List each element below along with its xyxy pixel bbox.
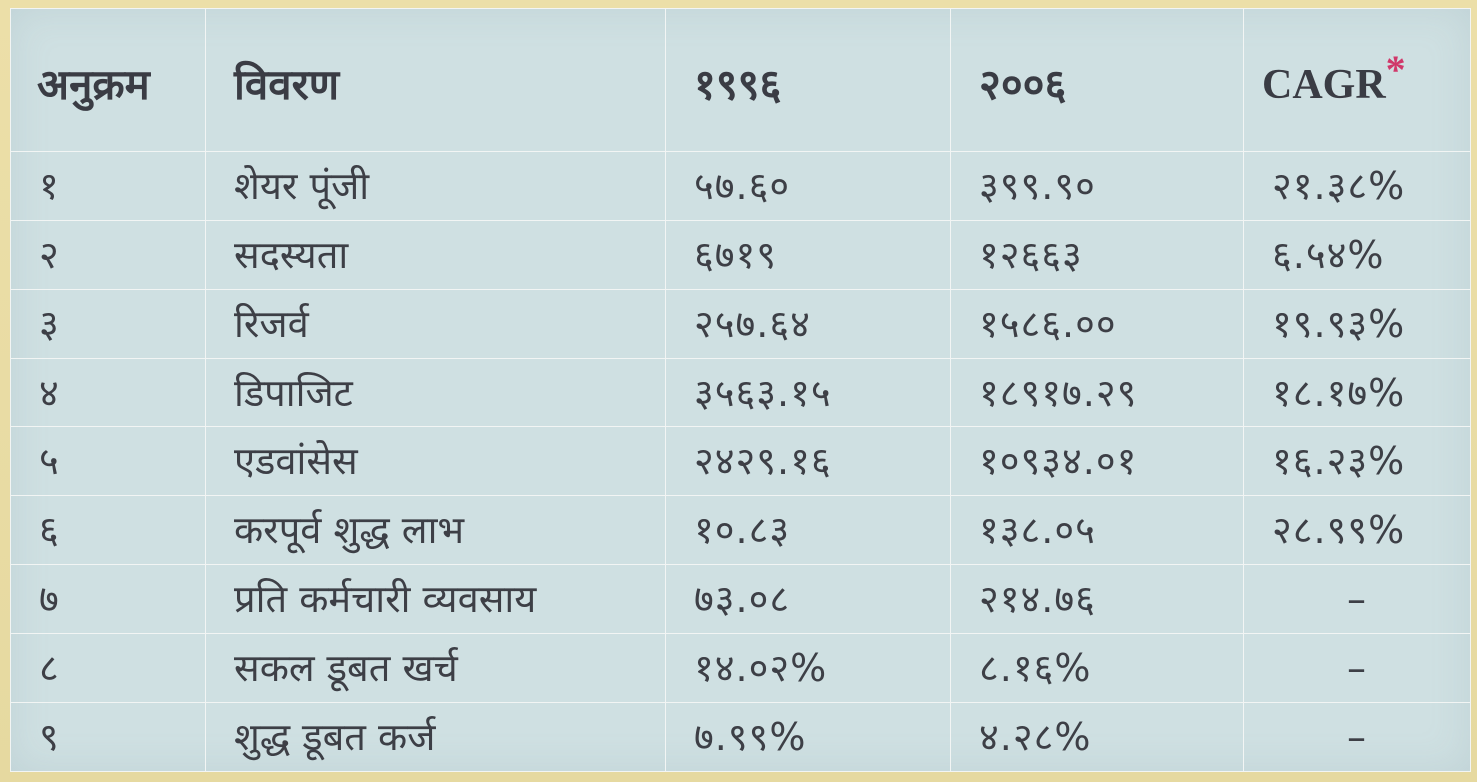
cell-2006: १५८६.००	[950, 288, 1244, 359]
cell-2006: १०९३४.०१	[950, 426, 1244, 497]
cell-serial: ९	[10, 702, 206, 772]
cell-cagr: १९.९३%	[1243, 288, 1471, 359]
cell-serial: ६	[10, 495, 206, 566]
header-year-2006: २००६	[950, 8, 1244, 152]
table-row: ६ करपूर्व शुद्ध लाभ १०.८३ १३८.०५ २८.९९%	[10, 495, 1471, 566]
cell-1996: १४.०२%	[665, 633, 951, 704]
cell-2006: १३८.०५	[950, 495, 1244, 566]
cell-description: एडवांसेस	[205, 426, 666, 497]
cell-serial: ५	[10, 426, 206, 497]
cell-description: प्रति कर्मचारी व्यवसाय	[205, 564, 666, 635]
cell-cagr: १८.१७%	[1243, 357, 1471, 428]
cell-description: रिजर्व	[205, 288, 666, 359]
cell-serial: २	[10, 219, 206, 290]
data-table-frame: अनुक्रम विवरण १९९६ २००६ CAGR* १ शेयर पूं…	[10, 8, 1471, 772]
cell-cagr: ६.५४%	[1243, 219, 1471, 290]
table-row: २ सदस्यता ६७१९ १२६६३ ६.५४%	[10, 219, 1471, 290]
cell-cagr: २१.३८%	[1243, 150, 1471, 221]
table-row: ३ रिजर्व २५७.६४ १५८६.०० १९.९३%	[10, 288, 1471, 359]
cell-description: शेयर पूंजी	[205, 150, 666, 221]
cell-description: करपूर्व शुद्ध लाभ	[205, 495, 666, 566]
cell-serial: ३	[10, 288, 206, 359]
header-cagr-label: CAGR	[1262, 61, 1386, 108]
cell-2006: ३९९.९०	[950, 150, 1244, 221]
cell-1996: ७.९९%	[665, 702, 951, 772]
cell-cagr: –	[1243, 633, 1471, 704]
cell-cagr: –	[1243, 702, 1471, 772]
cell-2006: ४.२८%	[950, 702, 1244, 772]
cell-cagr: २८.९९%	[1243, 495, 1471, 566]
cell-cagr: –	[1243, 564, 1471, 635]
cell-serial: १	[10, 150, 206, 221]
cell-1996: १०.८३	[665, 495, 951, 566]
cell-2006: १८९१७.२९	[950, 357, 1244, 428]
cell-2006: ८.१६%	[950, 633, 1244, 704]
header-serial: अनुक्रम	[10, 8, 206, 152]
growth-table: अनुक्रम विवरण १९९६ २००६ CAGR* १ शेयर पूं…	[10, 8, 1471, 772]
table-row: ८ सकल डूबत खर्च १४.०२% ८.१६% –	[10, 633, 1471, 704]
table-row: ७ प्रति कर्मचारी व्यवसाय ७३.०८ २१४.७६ –	[10, 564, 1471, 635]
cell-cagr: १६.२३%	[1243, 426, 1471, 497]
cell-2006: २१४.७६	[950, 564, 1244, 635]
cell-serial: ४	[10, 357, 206, 428]
cell-description: सकल डूबत खर्च	[205, 633, 666, 704]
cell-1996: २५७.६४	[665, 288, 951, 359]
cell-1996: ६७१९	[665, 219, 951, 290]
cell-serial: ७	[10, 564, 206, 635]
table-row: ५ एडवांसेस २४२९.१६ १०९३४.०१ १६.२३%	[10, 426, 1471, 497]
header-cagr: CAGR*	[1243, 8, 1471, 152]
header-description: विवरण	[205, 8, 666, 152]
cell-1996: २४२९.१६	[665, 426, 951, 497]
header-year-1996: १९९६	[665, 8, 951, 152]
table-header-row: अनुक्रम विवरण १९९६ २००६ CAGR*	[10, 8, 1471, 152]
cell-serial: ८	[10, 633, 206, 704]
table-row: ४ डिपाजिट ३५६३.१५ १८९१७.२९ १८.१७%	[10, 357, 1471, 428]
cell-description: शुद्ध डूबत कर्ज	[205, 702, 666, 772]
cell-2006: १२६६३	[950, 219, 1244, 290]
footnote-asterisk: *	[1385, 46, 1406, 92]
table-row: १ शेयर पूंजी ५७.६० ३९९.९० २१.३८%	[10, 150, 1471, 221]
cell-1996: ३५६३.१५	[665, 357, 951, 428]
cell-1996: ७३.०८	[665, 564, 951, 635]
cell-description: डिपाजिट	[205, 357, 666, 428]
cell-1996: ५७.६०	[665, 150, 951, 221]
cell-description: सदस्यता	[205, 219, 666, 290]
table-row: ९ शुद्ध डूबत कर्ज ७.९९% ४.२८% –	[10, 702, 1471, 772]
